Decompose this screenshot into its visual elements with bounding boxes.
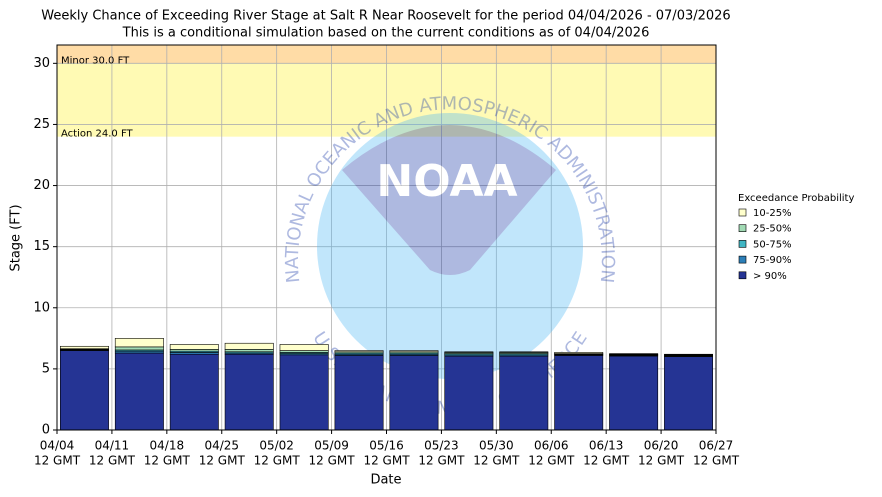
x-tick-label: 06/27 bbox=[699, 439, 734, 453]
bar-segment bbox=[609, 353, 659, 355]
bar-segment bbox=[114, 352, 164, 431]
x-tick-label: 12 GMT bbox=[34, 454, 81, 468]
watermark-logo-text: NOAA bbox=[376, 156, 517, 207]
y-tick-label: 10 bbox=[33, 300, 50, 315]
x-tick-label: 12 GMT bbox=[528, 454, 575, 468]
x-tick-label: 05/09 bbox=[314, 439, 349, 453]
bar-segment bbox=[279, 344, 329, 351]
chart-title: Weekly Chance of Exceeding River Stage a… bbox=[41, 9, 730, 24]
x-tick-label: 12 GMT bbox=[583, 454, 630, 468]
x-tick-label: 06/20 bbox=[644, 439, 679, 453]
legend-title: Exceedance Probability bbox=[738, 193, 854, 204]
x-axis-label: Date bbox=[370, 473, 401, 488]
bar-segment bbox=[444, 351, 494, 353]
x-tick-label: 05/23 bbox=[424, 439, 459, 453]
x-tick-label: 05/16 bbox=[369, 439, 404, 453]
bar-segment bbox=[59, 350, 109, 431]
x-tick-label: 12 GMT bbox=[473, 454, 520, 468]
plot-frame bbox=[56, 44, 717, 431]
bar-segment bbox=[224, 342, 274, 350]
legend-swatch bbox=[738, 271, 747, 280]
x-tick-label: 04/04 bbox=[40, 439, 75, 453]
y-tick-label: 25 bbox=[33, 117, 50, 132]
bar-segment bbox=[554, 355, 604, 431]
legend-label: 25-50% bbox=[753, 224, 792, 235]
x-tick-label: 12 GMT bbox=[144, 454, 191, 468]
watermark-logo bbox=[317, 113, 583, 379]
bar-segment bbox=[59, 345, 109, 350]
legend-label: 10-25% bbox=[753, 208, 792, 219]
x-tick-label: 12 GMT bbox=[693, 454, 740, 468]
x-tick-label: 05/30 bbox=[479, 439, 514, 453]
bar-segment bbox=[499, 351, 549, 353]
x-tick-label: 12 GMT bbox=[199, 454, 246, 468]
chart-subtitle: This is a conditional simulation based o… bbox=[122, 26, 650, 41]
bar-segment bbox=[444, 355, 494, 431]
y-tick-label: 30 bbox=[33, 56, 50, 71]
bar-segment bbox=[499, 355, 549, 431]
y-axis-label: Stage (FT) bbox=[9, 204, 24, 271]
bar-segment bbox=[224, 353, 274, 431]
legend-swatch bbox=[738, 255, 747, 264]
bar-segment bbox=[609, 355, 659, 431]
x-tick-label: 05/02 bbox=[259, 439, 294, 453]
legend-swatch bbox=[738, 240, 747, 248]
x-tick-label: 04/11 bbox=[95, 439, 130, 453]
legend-swatch bbox=[738, 208, 747, 217]
bar-segment bbox=[169, 353, 219, 431]
bar-segment bbox=[334, 350, 384, 353]
bar-segment bbox=[114, 346, 164, 351]
bar-segment bbox=[114, 338, 164, 348]
bar-segment bbox=[279, 354, 329, 431]
watermark-logo bbox=[342, 125, 556, 275]
legend-label: 50-75% bbox=[753, 239, 792, 250]
bar-segment bbox=[664, 356, 714, 431]
x-tick-label: 06/13 bbox=[589, 439, 624, 453]
bar-segment bbox=[389, 355, 439, 431]
y-tick-label: 5 bbox=[42, 361, 50, 376]
y-tick-label: 20 bbox=[33, 178, 50, 193]
legend-label: > 90% bbox=[753, 271, 787, 282]
legend-label: 75-90% bbox=[753, 255, 792, 266]
x-tick-label: 12 GMT bbox=[254, 454, 301, 468]
y-tick-label: 15 bbox=[33, 239, 50, 254]
bar-segment bbox=[334, 355, 384, 431]
x-tick-label: 04/18 bbox=[150, 439, 185, 453]
bar-segment bbox=[554, 352, 604, 354]
threshold-label: Action 24.0 FT bbox=[61, 129, 134, 140]
legend-swatch bbox=[738, 224, 747, 232]
bar-segment bbox=[169, 344, 219, 350]
x-tick-label: 12 GMT bbox=[638, 454, 685, 468]
x-tick-label: 12 GMT bbox=[363, 454, 410, 468]
x-tick-label: 06/06 bbox=[534, 439, 569, 453]
bar-segment bbox=[389, 350, 439, 353]
bar-segment bbox=[664, 353, 714, 356]
bar-segment bbox=[224, 349, 274, 353]
x-tick-label: 12 GMT bbox=[309, 454, 356, 468]
threshold-label: Minor 30.0 FT bbox=[61, 55, 130, 66]
x-tick-label: 04/25 bbox=[204, 439, 239, 453]
x-tick-label: 12 GMT bbox=[89, 454, 136, 468]
x-tick-label: 12 GMT bbox=[418, 454, 465, 468]
y-tick-label: 0 bbox=[42, 423, 50, 438]
